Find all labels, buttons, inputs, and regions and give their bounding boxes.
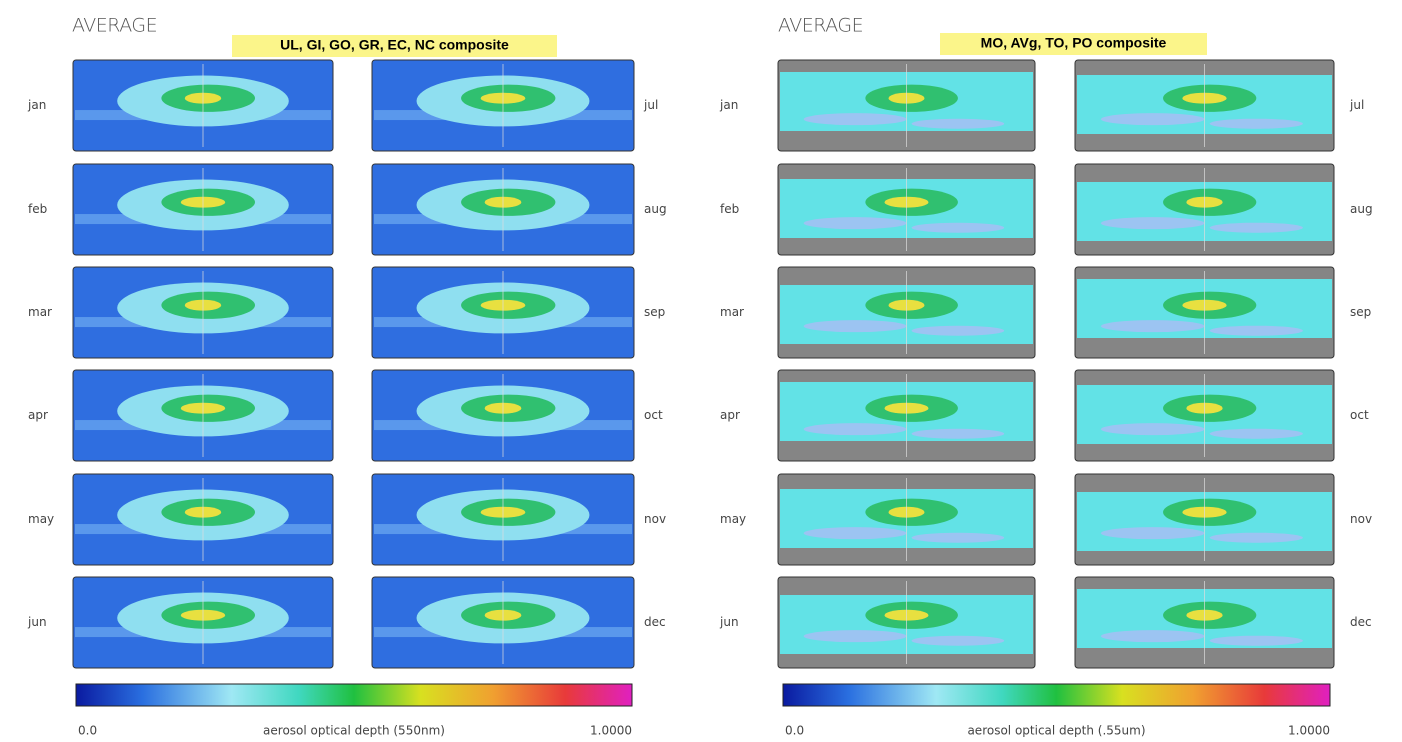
month-label: sep <box>1350 305 1371 319</box>
month-label: nov <box>644 512 666 526</box>
month-label: dec <box>1350 615 1372 629</box>
month-label: jan <box>719 98 738 112</box>
panel-title: AVERAGE <box>72 15 157 37</box>
month-label: nov <box>1350 512 1372 526</box>
map-patch <box>1209 532 1303 543</box>
map-patch <box>911 222 1005 233</box>
map-patch <box>1209 118 1303 129</box>
month-label: mar <box>28 305 52 319</box>
map-patch <box>1100 423 1205 436</box>
map-patch <box>1209 635 1303 646</box>
colorbar-label: aerosol optical depth (.55um) <box>967 724 1145 738</box>
month-label: feb <box>720 202 739 216</box>
map-patch <box>911 325 1005 336</box>
map-patch <box>1100 320 1205 333</box>
month-label: dec <box>644 615 666 629</box>
month-label: jun <box>27 615 47 629</box>
month-label: aug <box>644 202 667 216</box>
map-patch <box>803 217 907 230</box>
month-label: oct <box>1350 408 1369 422</box>
month-label: apr <box>28 408 48 422</box>
map-patch <box>803 320 907 333</box>
month-label: jun <box>719 615 739 629</box>
colorbar-min: 0.0 <box>78 724 97 738</box>
label-box <box>940 33 1207 55</box>
map-patch <box>1209 428 1303 439</box>
colorbar-label: aerosol optical depth (550nm) <box>263 724 445 738</box>
month-label: sep <box>644 305 665 319</box>
colorbar <box>782 683 1331 707</box>
month-label: feb <box>28 202 47 216</box>
label-box <box>232 35 557 57</box>
map-patch <box>803 113 907 126</box>
colorbar-max: 1.0000 <box>1288 724 1330 738</box>
panel-title: AVERAGE <box>778 15 863 37</box>
colorbar-max: 1.0000 <box>590 724 632 738</box>
map-patch <box>1100 527 1205 540</box>
month-label: jul <box>643 98 658 112</box>
map-patch <box>1209 222 1303 233</box>
month-label: mar <box>720 305 744 319</box>
map-patch <box>911 635 1005 646</box>
colorbar-min: 0.0 <box>785 724 804 738</box>
colorbar <box>75 683 633 707</box>
map-patch <box>1100 217 1205 230</box>
map-patch <box>911 118 1005 129</box>
month-label: apr <box>720 408 740 422</box>
month-label: jan <box>27 98 46 112</box>
month-label: may <box>28 512 54 526</box>
map-patch <box>803 630 907 643</box>
month-label: may <box>720 512 746 526</box>
panel-subtitle: MO, AVg, TO, PO composite <box>981 35 1167 51</box>
map-patch <box>1100 113 1205 126</box>
map-patch <box>911 428 1005 439</box>
map-patch <box>1209 325 1303 336</box>
month-label: aug <box>1350 202 1373 216</box>
map-patch <box>1100 630 1205 643</box>
month-label: jul <box>1349 98 1364 112</box>
panel-subtitle: UL, GI, GO, GR, EC, NC composite <box>280 37 509 53</box>
map-patch <box>803 423 907 436</box>
map-patch <box>911 532 1005 543</box>
month-label: oct <box>644 408 663 422</box>
map-patch <box>803 527 907 540</box>
